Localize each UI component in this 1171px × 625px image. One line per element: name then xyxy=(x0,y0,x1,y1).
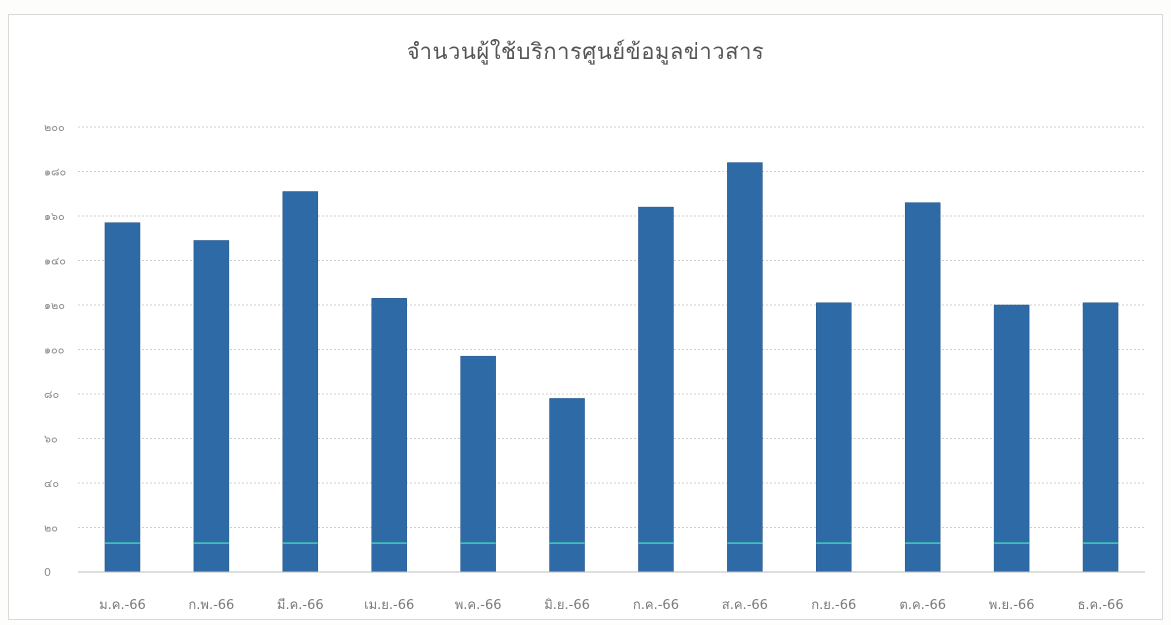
x-tick-label: ม.ค.-66 xyxy=(99,598,146,613)
bar xyxy=(816,302,852,573)
x-tick-label: ก.ย.-66 xyxy=(811,598,856,613)
x-tick-label: มี.ค.-66 xyxy=(277,597,324,613)
bar xyxy=(638,206,674,573)
bar xyxy=(904,202,941,573)
y-tick-label: ๑๒๐ xyxy=(44,299,65,312)
bar xyxy=(104,222,141,573)
y-tick-label: ๘๐ xyxy=(44,388,59,401)
y-tick-label: ๒๐๐ xyxy=(44,121,65,134)
chart-title: จำนวนผู้ใช้บริการศูนย์ข้อมูลข่าวสาร xyxy=(406,40,765,65)
x-tick-label: เม.ย.-66 xyxy=(364,598,414,613)
y-tick-label: ๑๔๐ xyxy=(44,255,66,268)
x-tick-label: พ.ย.-66 xyxy=(989,598,1035,613)
x-axis-labels: ม.ค.-66 ก.พ.-66 มี.ค.-66 เม.ย.-66 พ.ค.-66 มิ.… xyxy=(99,597,1124,613)
x-tick-label: ก.ค.-66 xyxy=(633,598,679,613)
y-tick-label: ๑๐๐ xyxy=(44,344,64,357)
x-tick-label: ส.ค.-66 xyxy=(722,598,768,613)
x-tick-label: ธ.ค.-66 xyxy=(1077,598,1123,613)
bar xyxy=(193,240,230,573)
bar xyxy=(1082,302,1119,573)
bar xyxy=(282,191,319,573)
y-tick-label: ๑๖๐ xyxy=(44,210,65,223)
y-tick-label: 0 xyxy=(44,566,51,579)
y-tick-label: ๔๐ xyxy=(44,477,59,490)
y-tick-label: ๖๐ xyxy=(44,433,58,446)
x-tick-label: ต.ค.-66 xyxy=(899,598,946,613)
x-tick-label: มิ.ย.-66 xyxy=(544,598,590,613)
gridlines xyxy=(78,126,1145,528)
bar xyxy=(993,304,1030,573)
x-tick-label: พ.ค.-66 xyxy=(455,598,502,613)
bar xyxy=(371,298,407,573)
bar xyxy=(549,398,585,573)
bar xyxy=(727,162,763,573)
y-axis-ticks: 0 ๒๐ ๔๐ ๖๐ ๘๐ ๑๐๐ ๑๒๐ ๑๔๐ ๑๖๐ ๑๘๐ ๒๐๐ xyxy=(44,121,66,579)
x-tick-label: ก.พ.-66 xyxy=(188,598,234,613)
y-tick-label: ๑๘๐ xyxy=(44,166,66,179)
y-tick-label: ๒๐ xyxy=(44,522,58,535)
bar xyxy=(460,355,496,573)
bars xyxy=(104,162,1119,573)
